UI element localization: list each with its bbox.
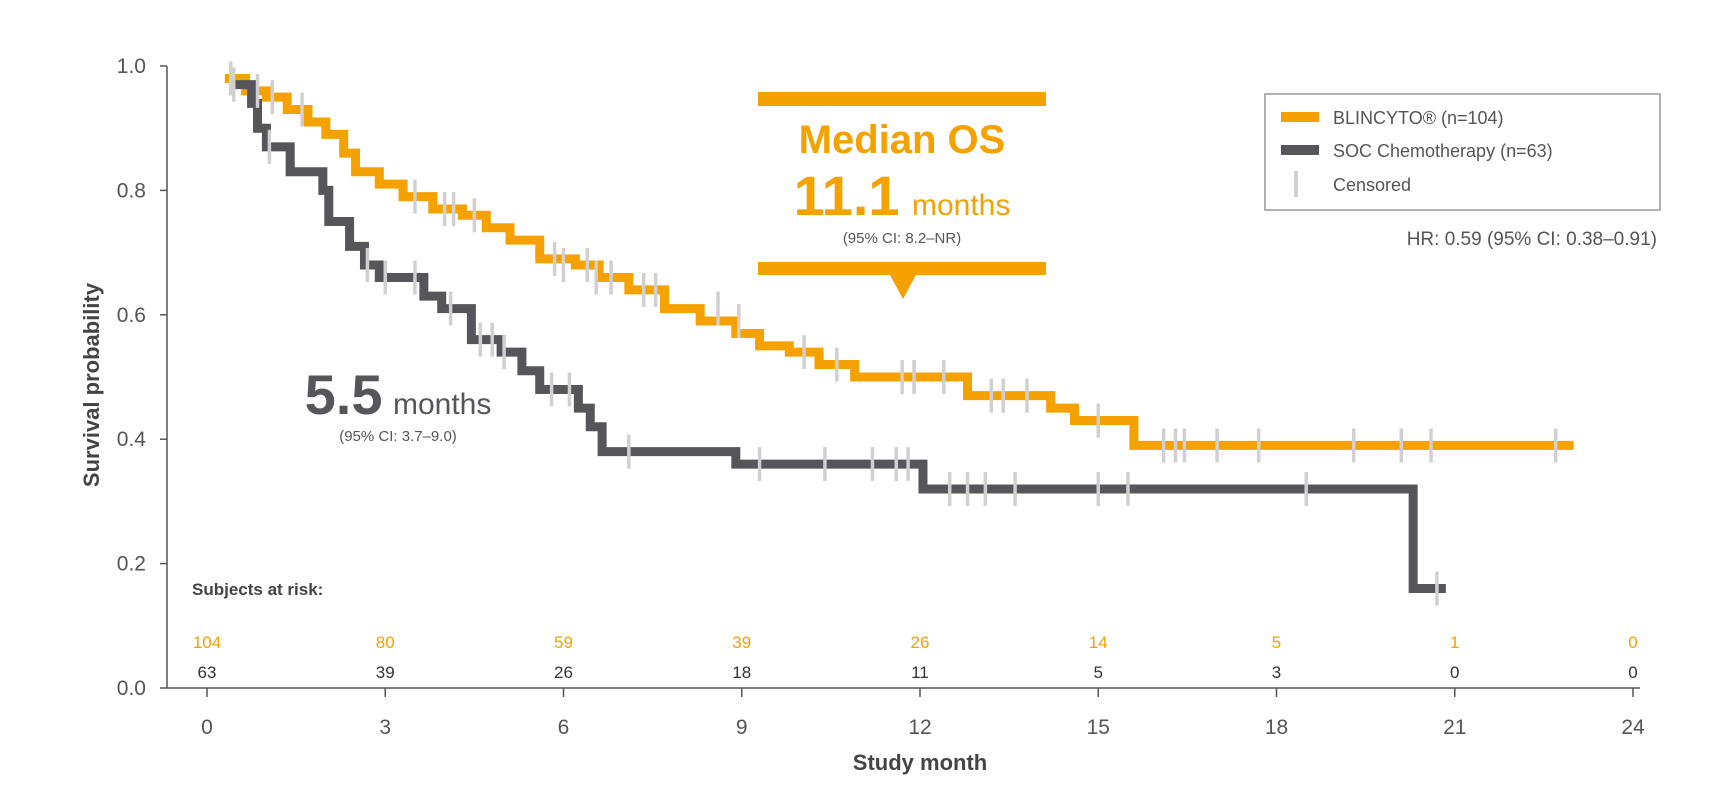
hazard-ratio: HR: 0.59 (95% CI: 0.38–0.91) <box>1407 229 1657 250</box>
median-os-title: Median OS <box>799 118 1006 162</box>
series-line-soc <box>230 80 1446 593</box>
legend-swatch-censored <box>1294 171 1298 197</box>
x-tick-label: 21 <box>1443 716 1466 739</box>
at-risk-value: 26 <box>554 663 573 682</box>
at-risk-value: 59 <box>554 633 573 652</box>
median-os-unit: months <box>912 189 1010 222</box>
at-risk-value: 0 <box>1450 663 1459 682</box>
median-os-number: 11.1 <box>794 164 900 227</box>
median-os-ci: (95% CI: 8.2–NR) <box>843 230 961 247</box>
at-risk-value: 3 <box>1272 663 1281 682</box>
at-risk-value: 14 <box>1089 633 1108 652</box>
soc-median-number: 5.5 <box>305 363 383 426</box>
x-axis-title: Study month <box>853 750 987 775</box>
y-tick-label: 0.6 <box>117 304 146 327</box>
soc-median-annotation: 5.5 months (95% CI: 3.7–9.0) <box>305 363 492 445</box>
x-tick-label: 3 <box>379 716 391 739</box>
median-os-value: 11.1 months <box>794 164 1011 227</box>
survival-curves <box>224 73 1574 593</box>
at-risk-value: 39 <box>732 633 751 652</box>
at-risk-value: 0 <box>1628 633 1637 652</box>
soc-median-value: 5.5 months <box>305 363 492 426</box>
x-tick-label: 18 <box>1265 716 1288 739</box>
callout-pointer <box>890 275 916 299</box>
x-tick-label: 9 <box>736 716 748 739</box>
series-line-blincyto <box>224 73 1574 450</box>
at-risk-value: 63 <box>198 663 217 682</box>
legend-swatch-soc <box>1281 145 1319 155</box>
at-risk-value: 0 <box>1628 663 1637 682</box>
y-tick-label: 1.0 <box>117 55 146 78</box>
at-risk-title: Subjects at risk: <box>192 580 323 599</box>
y-tick-label: 0.4 <box>117 428 147 451</box>
at-risk-row-soc: 63 39 26 18 11 5 3 0 0 <box>198 663 1638 682</box>
legend-label-soc: SOC Chemotherapy (n=63) <box>1333 141 1553 161</box>
at-risk-value: 11 <box>911 663 929 682</box>
x-tick-label: 24 <box>1621 716 1645 739</box>
y-axis-title: Survival probability <box>79 282 104 487</box>
callout-bottom-bar <box>758 262 1046 275</box>
y-tick-label: 0.2 <box>117 553 146 576</box>
x-tick-label: 12 <box>908 716 931 739</box>
x-tick-label: 6 <box>558 716 570 739</box>
at-risk-value: 1 <box>1450 633 1459 652</box>
soc-median-ci: (95% CI: 3.7–9.0) <box>339 428 457 445</box>
median-os-callout: Median OS 11.1 months (95% CI: 8.2–NR) <box>758 92 1046 299</box>
x-tick-label: 15 <box>1087 716 1110 739</box>
at-risk-value: 5 <box>1094 663 1103 682</box>
at-risk-value: 39 <box>376 663 395 682</box>
legend-box <box>1264 93 1661 211</box>
legend-label-censored: Censored <box>1333 175 1411 195</box>
legend-label-blincyto: BLINCYTO® (n=104) <box>1333 108 1504 128</box>
legend: BLINCYTO® (n=104) SOC Chemotherapy (n=63… <box>1264 93 1661 211</box>
y-tick-label: 0.8 <box>117 179 146 202</box>
at-risk-row-blincyto: 104 80 59 39 26 14 5 1 0 <box>193 633 1638 652</box>
at-risk-value: 104 <box>193 633 221 652</box>
censor-marks <box>229 61 1558 606</box>
soc-median-unit: months <box>393 388 491 421</box>
at-risk-value: 18 <box>732 663 751 682</box>
legend-swatch-blincyto <box>1281 112 1319 122</box>
x-tick-label: 0 <box>201 716 213 739</box>
callout-top-bar <box>758 92 1046 106</box>
plot-area <box>224 61 1574 606</box>
at-risk-value: 80 <box>376 633 395 652</box>
at-risk-value: 26 <box>911 633 930 652</box>
y-tick-label: 0.0 <box>117 677 146 700</box>
subjects-at-risk-table: Subjects at risk: 104 80 59 39 26 14 5 1 0 63 39 2… <box>192 580 1638 682</box>
at-risk-value: 5 <box>1272 633 1281 652</box>
